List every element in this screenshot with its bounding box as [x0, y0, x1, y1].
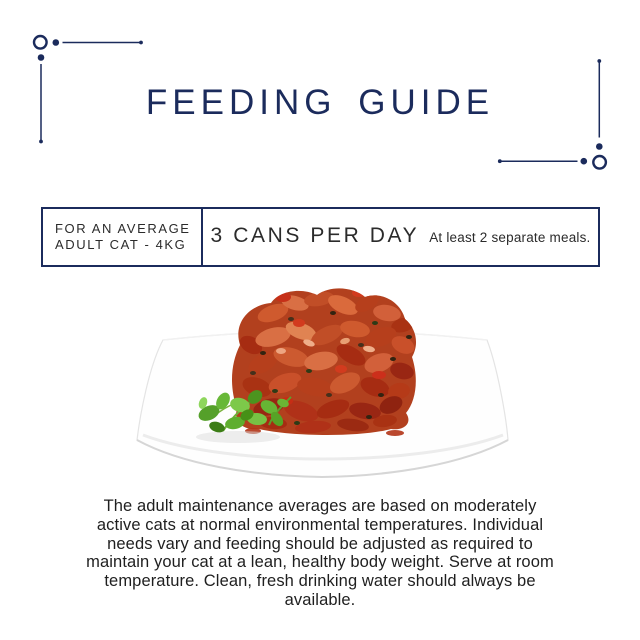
page-title: FEEDING GUIDE [145, 83, 495, 122]
serving-amount: 3 CANS PER DAY [210, 224, 420, 247]
food-mound [231, 288, 417, 436]
corner-ornament-top-left-icon [32, 34, 143, 144]
serving-note: At least 2 separate meals. [429, 230, 591, 245]
maintenance-note: The adult maintenance averages are based… [86, 497, 554, 609]
feeding-table-serving-cell: 3 CANS PER DAY At least 2 separate meals… [203, 209, 598, 265]
garnish-leaves [196, 390, 292, 443]
food-photo [123, 283, 519, 497]
feeding-table: FOR AN AVERAGE ADULT CAT - 4KG 3 CANS PE… [41, 207, 600, 267]
corner-ornament-bottom-right-icon [497, 59, 608, 170]
feeding-table-subject-cell: FOR AN AVERAGE ADULT CAT - 4KG [43, 209, 203, 265]
subject-label: FOR AN AVERAGE ADULT CAT - 4KG [55, 220, 191, 253]
